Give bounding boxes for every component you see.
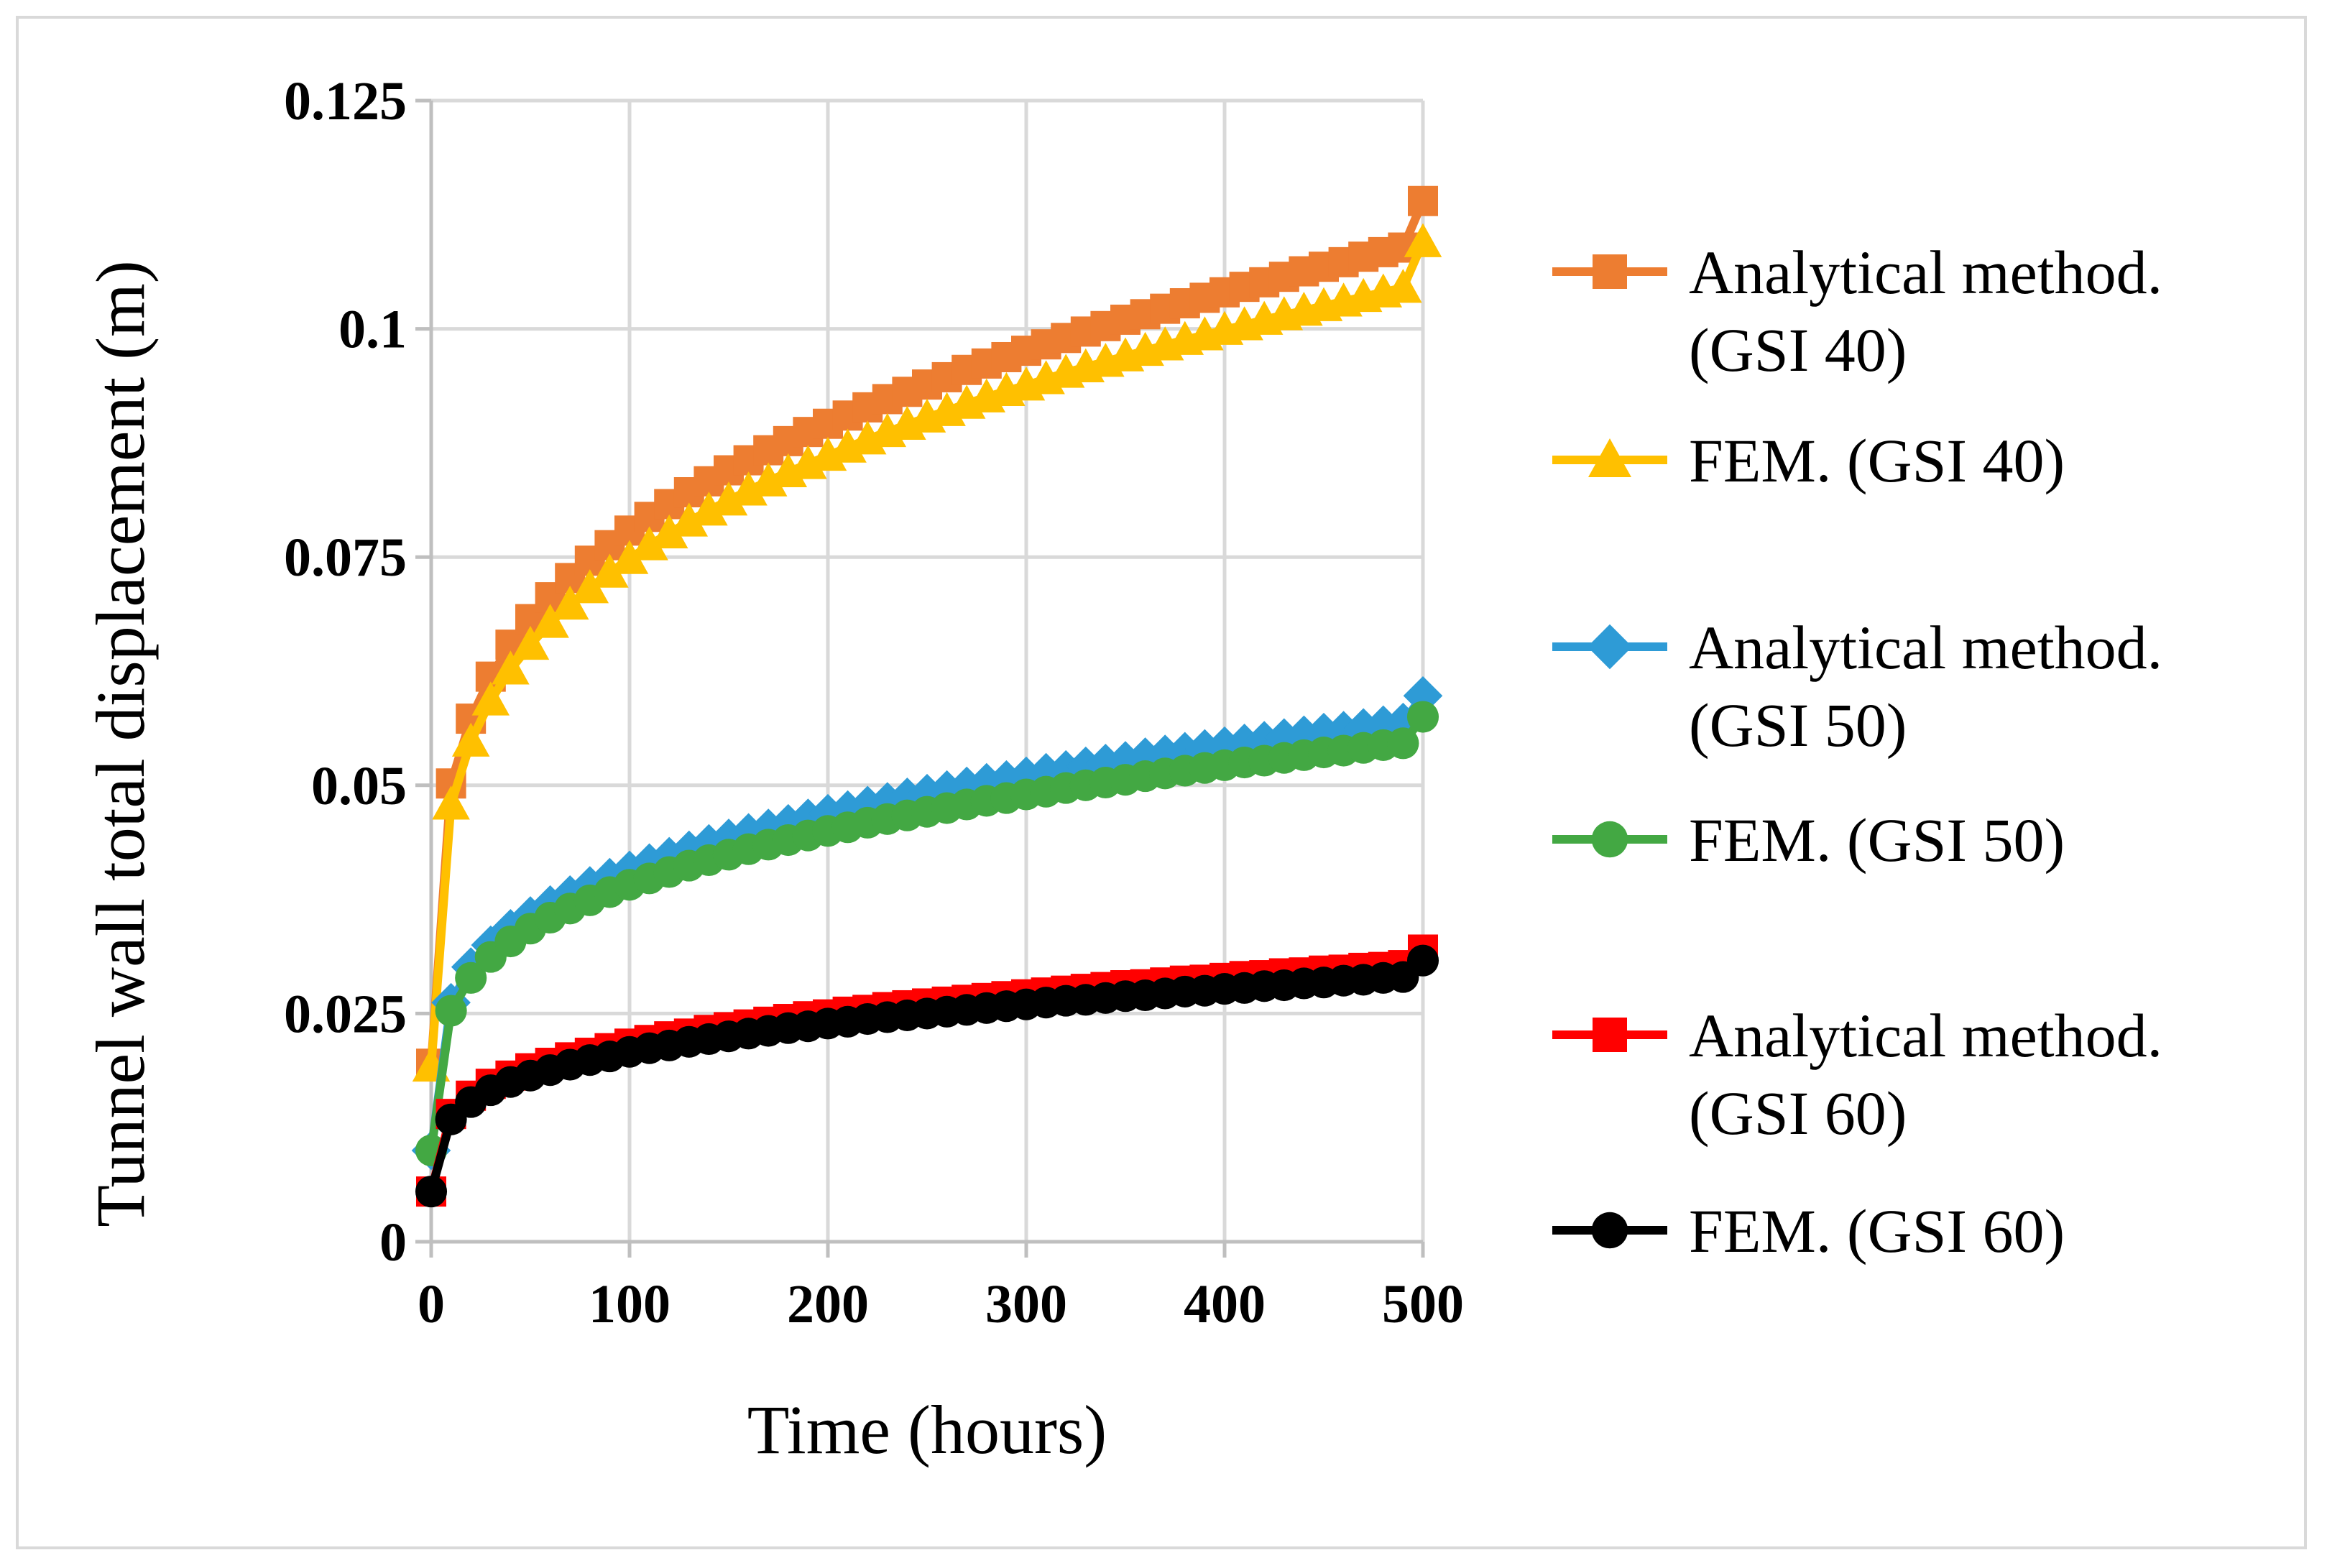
y-tick-label: 0	[379, 1212, 407, 1273]
legend-entry-3: Analytical method. (GSI 50)	[1552, 613, 2162, 760]
legend-label: (GSI 60)	[1689, 1079, 1907, 1148]
y-tick-label: 0.125	[284, 71, 407, 132]
data-point	[571, 569, 609, 604]
x-tick-label: 100	[589, 1274, 671, 1334]
x-tick-label: 200	[787, 1274, 869, 1334]
y-tick-label: 0.025	[284, 984, 407, 1044]
legend-label: FEM. (GSI 50)	[1689, 806, 2065, 875]
x-tick-label: 400	[1184, 1274, 1266, 1334]
data-point	[435, 995, 467, 1027]
data-point	[630, 526, 668, 561]
data-point	[690, 492, 728, 526]
data-point	[729, 471, 768, 506]
series-6	[415, 944, 1439, 1208]
x-tick-label: 500	[1382, 1274, 1464, 1334]
data-point	[591, 553, 629, 588]
tick-labels: 0 0.025 0.05 0.075 0.1 0.125 0 100 200 300 400 500	[284, 71, 1464, 1334]
legend-label: Analytical method.	[1689, 613, 2162, 682]
data-point	[511, 625, 550, 660]
legend-label: FEM. (GSI 40)	[1689, 426, 2065, 495]
data-point	[670, 502, 709, 537]
data-point	[650, 514, 688, 549]
data-point	[455, 961, 487, 994]
y-tick-label: 0.1	[338, 300, 407, 360]
legend-label: (GSI 50)	[1689, 691, 1907, 760]
series-2	[412, 223, 1442, 1082]
legend-marker	[1588, 438, 1631, 477]
data-point	[709, 481, 748, 516]
legend-marker	[1593, 1018, 1627, 1052]
data-point	[550, 586, 589, 620]
data-point	[1384, 269, 1422, 303]
series-1	[416, 185, 1438, 1079]
series-line	[427, 240, 1427, 1067]
legend-entry-6: FEM. (GSI 60)	[1552, 1196, 2065, 1265]
data-point	[1408, 185, 1438, 216]
legend-entry-5: Analytical method. (GSI 60)	[1552, 1001, 2162, 1148]
data-point	[415, 1176, 448, 1208]
legend-marker	[1591, 1212, 1628, 1249]
data-point	[531, 604, 569, 638]
y-axis-title: Tunnel wall total displacement (m)	[82, 260, 159, 1227]
legend-marker	[1587, 624, 1633, 670]
data-point	[1406, 944, 1439, 977]
data-point	[451, 722, 490, 757]
x-tick-label: 300	[985, 1274, 1067, 1334]
series-4	[415, 701, 1439, 1167]
legend-label: FEM. (GSI 60)	[1689, 1196, 2065, 1265]
legend-marker	[1593, 254, 1627, 289]
y-tick-label: 0.05	[311, 756, 407, 816]
legend-entry-1: Analytical method. (GSI 40)	[1552, 238, 2162, 384]
y-tick-label: 0.075	[284, 527, 407, 588]
x-axis-title: Time (hours)	[747, 1391, 1107, 1468]
data-point	[1406, 701, 1439, 733]
legend-entry-4: FEM. (GSI 50)	[1552, 806, 2065, 875]
data-point	[749, 462, 788, 497]
series-group	[411, 185, 1443, 1208]
data-point	[610, 540, 649, 574]
x-tick-label: 0	[418, 1274, 445, 1334]
data-point	[1404, 223, 1442, 257]
legend-entry-2: FEM. (GSI 40)	[1552, 426, 2065, 495]
legend-label: (GSI 40)	[1689, 315, 1907, 384]
data-point	[492, 650, 530, 685]
legend-label: Analytical method.	[1689, 238, 2162, 307]
data-point	[1387, 727, 1419, 760]
data-point	[432, 785, 470, 820]
data-point	[471, 681, 510, 716]
legend-label: Analytical method.	[1689, 1001, 2162, 1070]
legend-marker	[1591, 821, 1628, 858]
legend: Analytical method. (GSI 40) FEM. (GSI 40) A…	[1552, 238, 2162, 1265]
